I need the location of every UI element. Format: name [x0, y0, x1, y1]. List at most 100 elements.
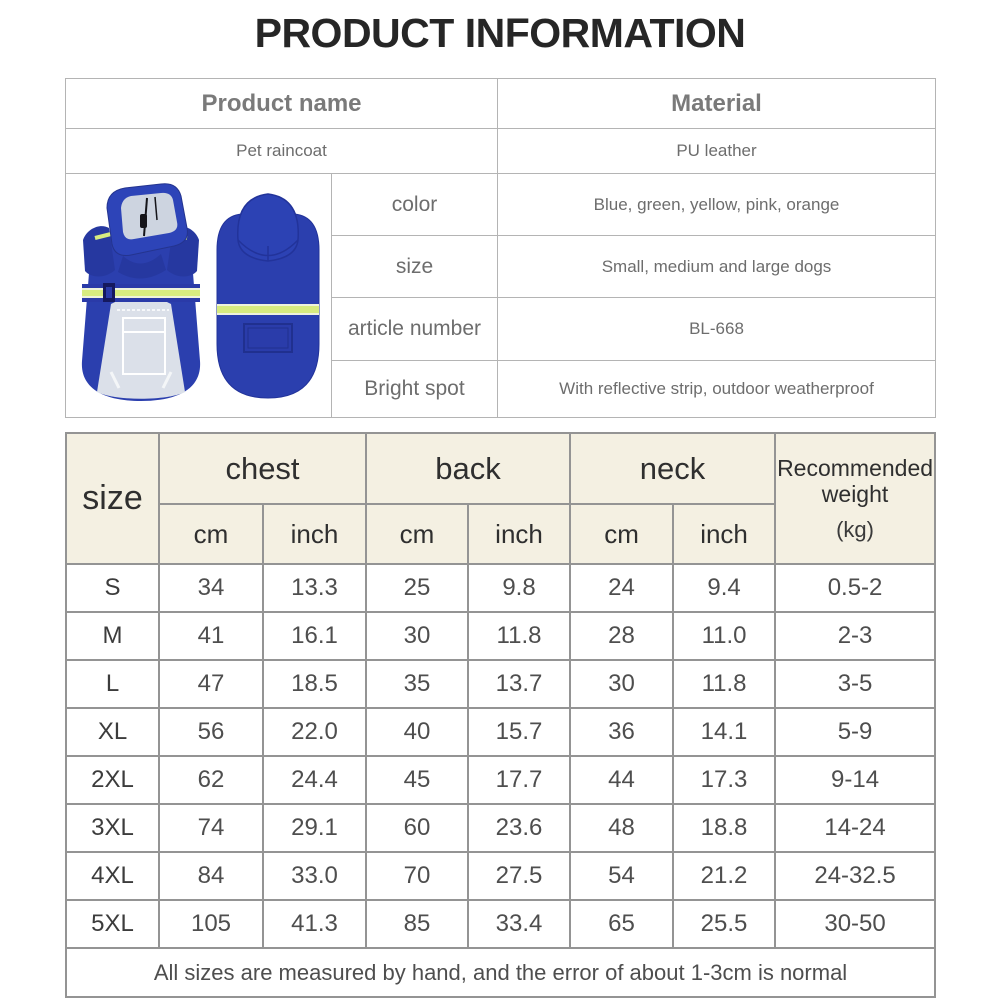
product-image-cell [65, 173, 332, 418]
measurement-cell: 16.1 [261, 611, 368, 661]
measurement-cell: 11.8 [467, 611, 572, 661]
measurement-cell: 29.1 [261, 803, 368, 853]
raincoat-back-view [216, 192, 319, 399]
measurement-cell: 9.4 [672, 563, 777, 613]
weight-cell: 0.5-2 [774, 563, 937, 613]
measurement-cell: 47 [158, 659, 264, 709]
size-table-row: 4XL 84 33.0 70 27.5 54 21.2 24-32.5 [65, 851, 937, 901]
weight-unit-label: (kg) [836, 516, 874, 542]
measurement-cell: 17.3 [672, 755, 777, 805]
size-table-row: L 47 18.5 35 13.7 30 11.8 3-5 [65, 659, 937, 709]
measurement-cell: 30 [365, 611, 470, 661]
measurement-cell: 41 [158, 611, 264, 661]
measurement-cell: 65 [569, 899, 675, 949]
measurement-cell: 21.2 [672, 851, 777, 901]
size-column-header: size [65, 432, 160, 565]
material-header: Material [497, 78, 936, 129]
measurement-cell: 18.8 [672, 803, 777, 853]
measurement-cell: 14.1 [672, 707, 777, 757]
measurement-cell: 62 [158, 755, 264, 805]
measurement-cell: 85 [365, 899, 470, 949]
weight-cell: 30-50 [774, 899, 937, 949]
weight-cell: 5-9 [774, 707, 937, 757]
measurement-cell: 17.7 [467, 755, 572, 805]
material-value: PU leather [497, 128, 936, 174]
measurement-cell: 33.4 [467, 899, 572, 949]
detail-value-color: Blue, green, yellow, pink, orange [497, 173, 936, 236]
measurement-cell: 24.4 [261, 755, 368, 805]
measurement-cell: 41.3 [261, 899, 368, 949]
size-row-label: 2XL [65, 755, 160, 805]
raincoat-front-view [81, 182, 200, 401]
detail-value-article-number: BL-668 [497, 297, 936, 361]
measurement-cell: 24 [569, 563, 675, 613]
product-name-header: Product name [65, 78, 498, 129]
measurement-cell: 25.5 [672, 899, 777, 949]
recommended-weight-header: Recommended weight (kg) [774, 432, 937, 565]
measurement-cell: 74 [158, 803, 264, 853]
info-value-row: Pet raincoat PU leather [65, 128, 936, 174]
size-row-label: L [65, 659, 160, 709]
weight-cell: 24-32.5 [774, 851, 937, 901]
product-name-value: Pet raincoat [65, 128, 498, 174]
measurement-cell: 44 [569, 755, 675, 805]
neck-cm-header: cm [569, 503, 675, 565]
measurement-cell: 30 [569, 659, 675, 709]
weight-cell: 14-24 [774, 803, 937, 853]
detail-row-bright-spot: Bright spot With reflective strip, outdo… [66, 360, 936, 418]
measurement-cell: 56 [158, 707, 264, 757]
measurement-cell: 48 [569, 803, 675, 853]
chest-group-header: chest [157, 432, 368, 505]
measurement-cell: 35 [365, 659, 470, 709]
size-table-row: M 41 16.1 30 11.8 28 11.0 2-3 [65, 611, 937, 661]
recommended-weight-label: Recommended weight [777, 454, 934, 508]
size-table-row: XL 56 22.0 40 15.7 36 14.1 5-9 [65, 707, 937, 757]
size-chart-unit-header-row: cm inch cm inch cm inch [66, 503, 935, 565]
detail-label-color: color [331, 173, 498, 236]
measurement-cell: 15.7 [467, 707, 572, 757]
size-row-label: M [65, 611, 160, 661]
size-row-label: S [65, 563, 160, 613]
detail-row-article-number: article number BL-668 [66, 297, 936, 361]
size-row-label: 5XL [65, 899, 160, 949]
measurement-cell: 36 [569, 707, 675, 757]
size-row-label: XL [65, 707, 160, 757]
back-group-header: back [365, 432, 572, 505]
size-row-label: 3XL [65, 803, 160, 853]
page-title: PRODUCT INFORMATION [254, 10, 746, 56]
measurement-cell: 105 [158, 899, 264, 949]
neck-group-header: neck [569, 432, 777, 505]
size-table-row: 2XL 62 24.4 45 17.7 44 17.3 9-14 [65, 755, 937, 805]
weight-cell: 9-14 [774, 755, 937, 805]
measurement-cell: 23.6 [467, 803, 572, 853]
size-row-label: 4XL [65, 851, 160, 901]
weight-cell: 2-3 [774, 611, 937, 661]
measurement-cell: 70 [365, 851, 470, 901]
detail-label-size: size [331, 235, 498, 298]
measurement-cell: 11.0 [672, 611, 777, 661]
measurement-cell: 9.8 [467, 563, 572, 613]
detail-row-size: size Small, medium and large dogs [66, 235, 936, 298]
measurement-cell: 22.0 [261, 707, 368, 757]
measurement-cell: 18.5 [261, 659, 368, 709]
measurement-cell: 40 [365, 707, 470, 757]
detail-label-article-number: article number [331, 297, 498, 361]
measurement-cell: 11.8 [672, 659, 777, 709]
neck-inch-header: inch [672, 503, 777, 565]
size-table-row: 5XL 105 41.3 85 33.4 65 25.5 30-50 [65, 899, 937, 949]
back-inch-header: inch [467, 503, 572, 565]
detail-row-color: color Blue, green, yellow, pink, orange [65, 173, 936, 418]
size-chart-note-row: All sizes are measured by hand, and the … [64, 947, 937, 998]
chest-inch-header: inch [261, 503, 368, 565]
measurement-cell: 28 [569, 611, 675, 661]
chest-cm-header: cm [158, 503, 264, 565]
back-cm-header: cm [365, 503, 470, 565]
measurement-cell: 84 [158, 851, 264, 901]
measurement-cell: 13.3 [261, 563, 368, 613]
pet-raincoat-image [81, 182, 319, 401]
measurement-cell: 13.7 [467, 659, 572, 709]
measurement-cell: 25 [365, 563, 470, 613]
info-header-row: Product name Material [65, 78, 936, 129]
detail-value-size: Small, medium and large dogs [497, 235, 936, 298]
